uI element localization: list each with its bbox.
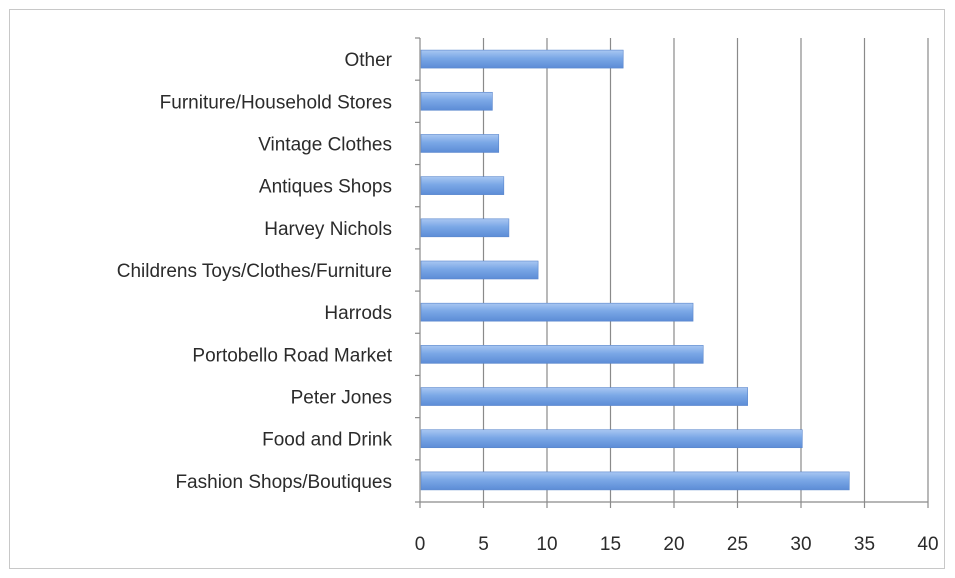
- x-tick-label: 10: [536, 534, 557, 555]
- bar-other: [420, 49, 624, 69]
- x-tick-label: 25: [727, 534, 748, 555]
- gridlines: [482, 38, 929, 502]
- category-label: Portobello Road Market: [192, 345, 392, 366]
- bar-peter-jones: [420, 387, 748, 406]
- category-label: Peter Jones: [291, 388, 392, 409]
- x-tick-labels: 0 5 10 15 20 25 30 35 40: [415, 534, 939, 555]
- bar-harvey-nichols: [420, 218, 510, 238]
- category-label: Food and Drink: [262, 430, 392, 451]
- x-tick-label: 5: [478, 534, 489, 555]
- category-label: Other: [344, 50, 392, 71]
- bar-antiques-shops: [420, 176, 505, 195]
- category-label: Antiques Shops: [259, 177, 392, 198]
- category-label: Harvey Nichols: [264, 219, 392, 240]
- axes: [415, 37, 929, 508]
- category-label: Vintage Clothes: [258, 134, 392, 155]
- category-label: Childrens Toys/Clothes/Furniture: [117, 261, 392, 282]
- bar-furniture-household-stores: [420, 91, 493, 111]
- x-tick-label: 40: [917, 534, 938, 555]
- bar-food-and-drink: [420, 429, 803, 449]
- category-label: Furniture/Household Stores: [160, 92, 392, 113]
- x-tick-label: 30: [790, 534, 811, 555]
- bar-vintage-clothes: [420, 134, 500, 153]
- bar-fashion-shops-boutiques: [420, 471, 850, 491]
- category-label: Fashion Shops/Boutiques: [175, 472, 392, 493]
- x-tick-label: 0: [415, 534, 426, 555]
- x-tick-label: 15: [600, 534, 621, 555]
- bar-childrens-toys-clothes-furniture: [420, 260, 539, 280]
- category-labels: Fashion Shops/Boutiques Food and Drink Pet…: [117, 50, 393, 493]
- bar-harrods: [420, 302, 694, 322]
- x-tick-label: 20: [663, 534, 684, 555]
- bar-portobello-road-market: [420, 345, 704, 364]
- category-label: Harrods: [324, 303, 392, 324]
- x-tick-label: 35: [854, 534, 875, 555]
- bars: [420, 49, 850, 491]
